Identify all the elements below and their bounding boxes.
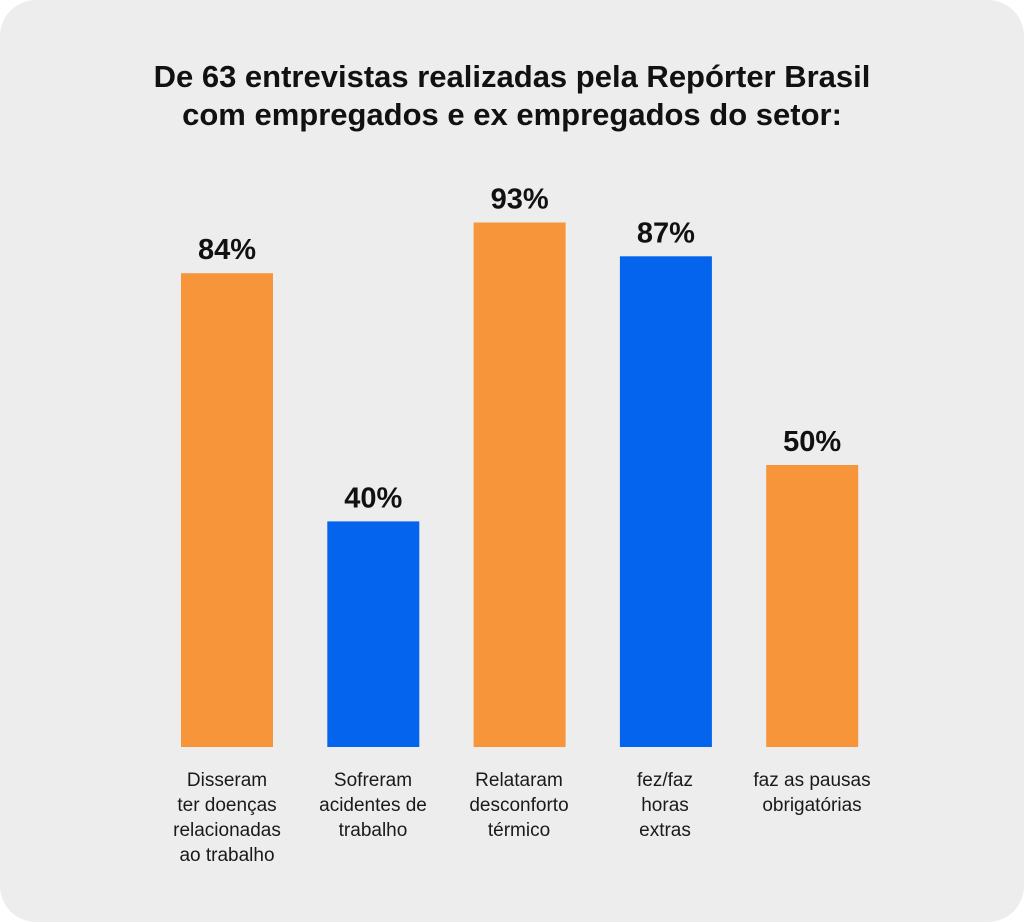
chart-title-line-2: com empregados e ex empregados do setor: (182, 97, 842, 132)
bar-horas-extras (619, 256, 712, 747)
bar-doencas (181, 273, 273, 747)
category-label-pausas: faz as pausas obrigatórias (753, 770, 871, 816)
data-label-horas-extras: 87% (637, 217, 695, 249)
chart-title: De 63 entrevistas realizadas pela Repórt… (0, 58, 1024, 134)
bar-desconforto (473, 222, 566, 747)
category-label-horas-extras: fez/faz horas extras (637, 770, 693, 841)
data-label-doencas: 84% (198, 234, 256, 266)
data-label-pausas: 50% (783, 426, 841, 458)
category-label-doencas: Disseram ter doenças relacionadas ao tra… (173, 770, 281, 866)
chart-title-line-1: De 63 entrevistas realizadas pela Repórt… (153, 59, 871, 94)
category-label-desconforto: Relataram desconforto térmico (469, 770, 569, 841)
bar-pausas (766, 465, 859, 747)
data-label-acidentes: 40% (344, 482, 402, 514)
data-label-desconforto: 93% (491, 184, 549, 216)
category-label-acidentes: Sofreram acidentes de trabalho (319, 770, 427, 841)
bar-acidentes (327, 521, 420, 747)
